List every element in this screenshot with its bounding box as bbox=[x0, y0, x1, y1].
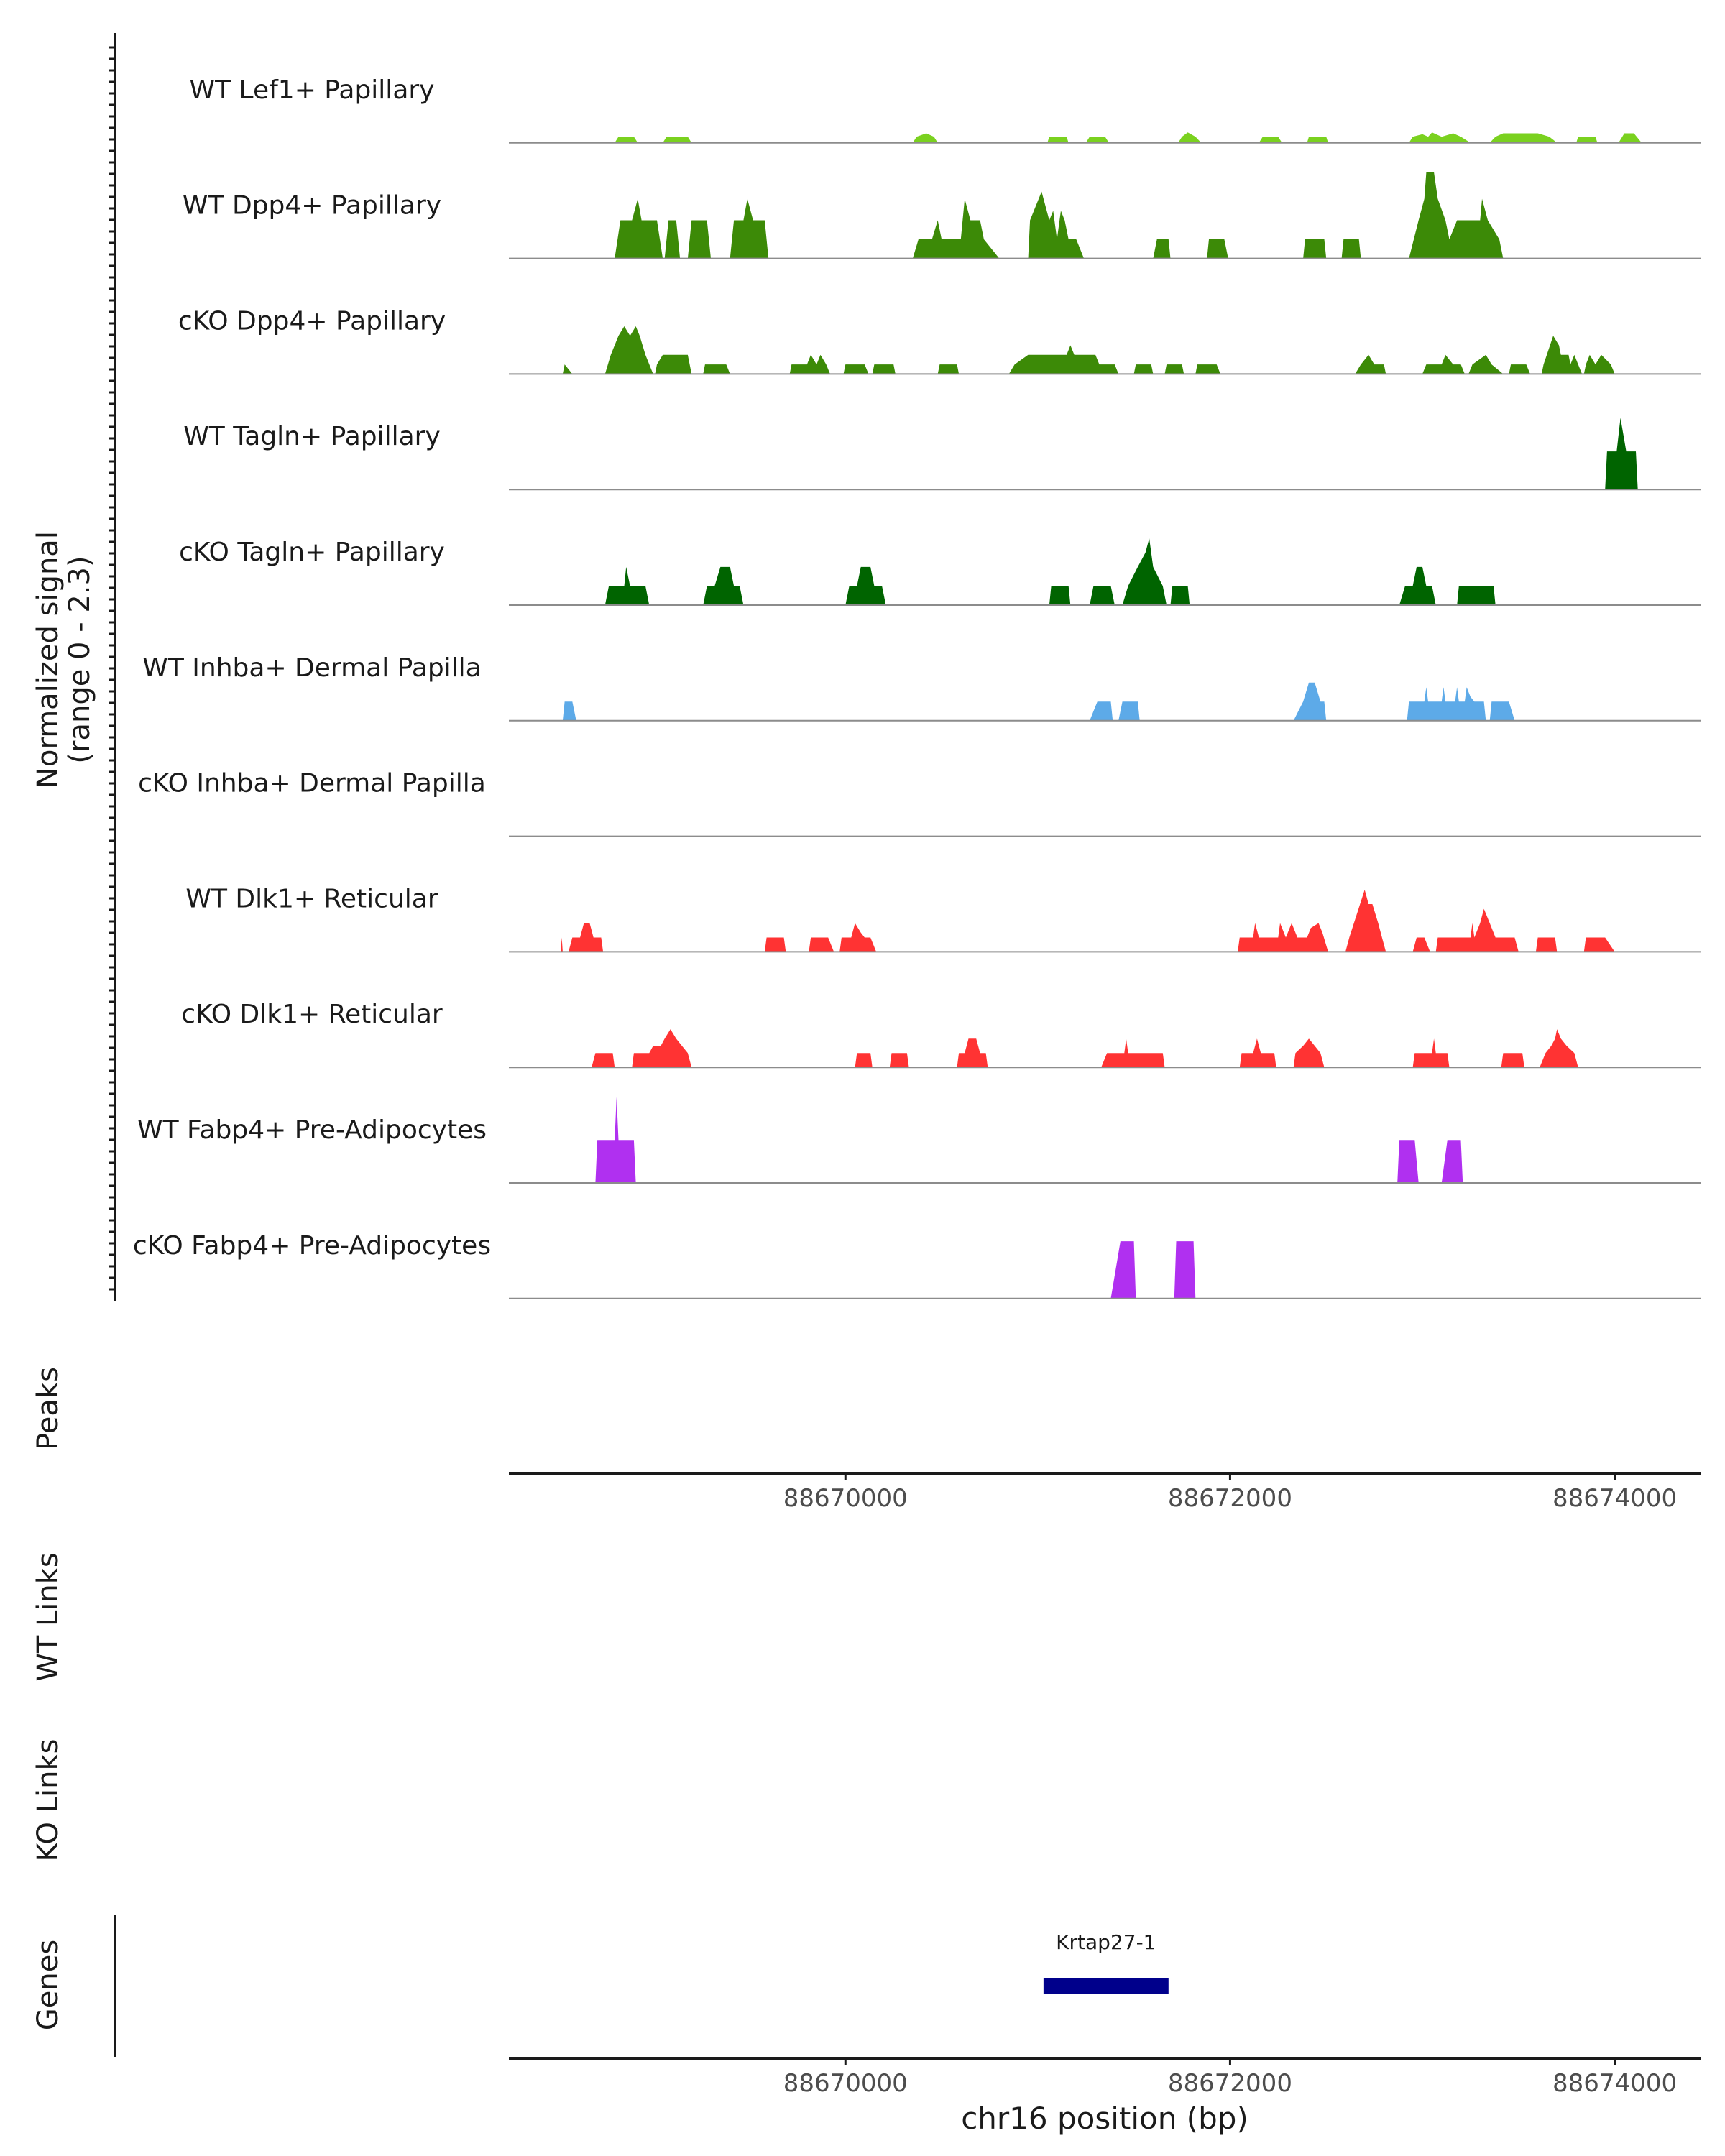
track-label: cKO Inhba+ Dermal Papilla bbox=[138, 769, 486, 798]
genes-track-label: Genes bbox=[32, 1940, 65, 2030]
track-11: cKO Fabp4+ Pre-Adipocytes bbox=[133, 1231, 1701, 1299]
x-tick-label: 88674000 bbox=[1552, 2069, 1677, 2098]
wt-links-track-label: WT Links bbox=[32, 1552, 65, 1681]
track-2: WT Dpp4+ Papillary bbox=[183, 172, 1701, 259]
coverage-area bbox=[561, 890, 1615, 952]
track-label: cKO Dpp4+ Papillary bbox=[178, 306, 446, 336]
gene-body bbox=[1043, 1978, 1169, 1994]
track-label: WT Tagln+ Papillary bbox=[183, 422, 441, 451]
track-label: WT Fabp4+ Pre-Adipocytes bbox=[137, 1115, 487, 1145]
track-label: WT Inhba+ Dermal Papilla bbox=[142, 653, 481, 683]
track-10: WT Fabp4+ Pre-Adipocytes bbox=[137, 1097, 1701, 1184]
x-tick-label: 88672000 bbox=[1168, 1484, 1292, 1513]
track-label: WT Dlk1+ Reticular bbox=[185, 884, 438, 913]
coverage-area bbox=[592, 1029, 1578, 1068]
track-9: cKO Dlk1+ Reticular bbox=[181, 1000, 1701, 1069]
track-label: WT Dpp4+ Papillary bbox=[183, 191, 441, 221]
genes-xaxis-ticks: 88670000 88672000 88674000 bbox=[783, 2058, 1677, 2098]
track-6: WT Inhba+ Dermal Papilla bbox=[142, 653, 1701, 722]
gene-annotations: Krtap27-1 bbox=[1043, 1930, 1169, 1994]
x-tick-label: 88670000 bbox=[783, 1484, 908, 1513]
track-label: WT Lef1+ Papillary bbox=[190, 75, 435, 105]
coverage-area bbox=[604, 538, 1496, 605]
ko-links-track-label: KO Links bbox=[32, 1739, 65, 1862]
gene-label: Krtap27-1 bbox=[1056, 1930, 1156, 1954]
coverage-tracks: WT Lef1+ Papillary WT Dpp4+ Papillary cKO … bbox=[133, 75, 1701, 1299]
signal-ylabel-range: (range 0 - 2.3) bbox=[63, 556, 96, 763]
signal-yaxis-ticks bbox=[109, 46, 115, 1291]
coverage-area bbox=[1605, 418, 1638, 490]
coverage-area bbox=[595, 1097, 1463, 1183]
track-5: cKO Tagln+ Papillary bbox=[179, 538, 1701, 606]
x-tick-label: 88674000 bbox=[1552, 1484, 1677, 1513]
peaks-track-label: Peaks bbox=[32, 1367, 65, 1450]
x-tick-label: 88672000 bbox=[1168, 2069, 1292, 2098]
coverage-area bbox=[615, 132, 1642, 143]
track-3: cKO Dpp4+ Papillary bbox=[178, 306, 1701, 375]
coverage-area bbox=[615, 172, 1504, 259]
track-label: cKO Tagln+ Papillary bbox=[179, 538, 445, 567]
track-4: WT Tagln+ Papillary bbox=[183, 418, 1701, 491]
coverage-area bbox=[562, 682, 1515, 721]
track-8: WT Dlk1+ Reticular bbox=[185, 884, 1701, 953]
peaks-xaxis-ticks: 88670000 88672000 88674000 bbox=[783, 1473, 1677, 1513]
coverage-area bbox=[562, 326, 1615, 374]
x-tick-label: 88670000 bbox=[783, 2069, 908, 2098]
track-label: cKO Dlk1+ Reticular bbox=[181, 1000, 443, 1029]
track-label: cKO Fabp4+ Pre-Adipocytes bbox=[133, 1231, 491, 1261]
track-7: cKO Inhba+ Dermal Papilla bbox=[138, 769, 1701, 837]
coverage-area bbox=[1110, 1241, 1196, 1299]
signal-ylabel: Normalized signal bbox=[32, 531, 65, 788]
x-axis-title: chr16 position (bp) bbox=[961, 2101, 1248, 2136]
track-1: WT Lef1+ Papillary bbox=[190, 75, 1701, 144]
